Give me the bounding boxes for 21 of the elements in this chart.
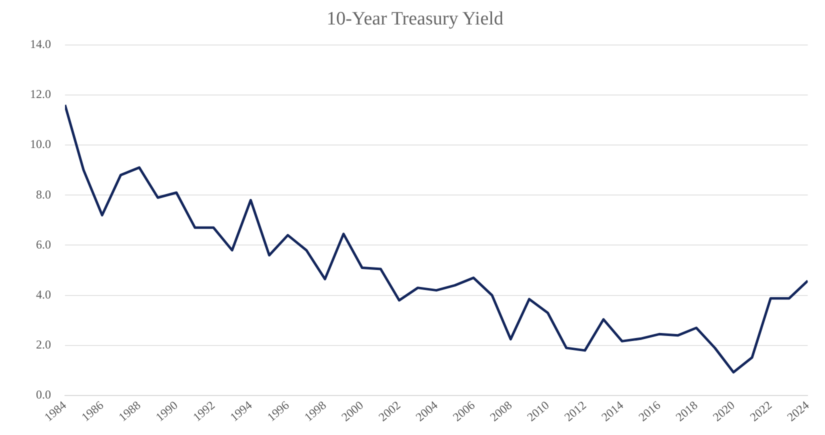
y-tick-label: 14.0 [30, 36, 51, 51]
x-tick-label: 2018 [672, 398, 700, 424]
x-tick-label: 1988 [116, 398, 144, 424]
x-tick-label: 1992 [190, 398, 218, 424]
y-tick-label: 0.0 [36, 388, 51, 402]
x-tick-label: 1998 [302, 398, 329, 424]
x-tick-label: 2002 [376, 398, 404, 424]
y-tick-label: 12.0 [30, 87, 51, 102]
y-tick-label: 2.0 [36, 338, 51, 352]
x-tick-label: 2012 [561, 398, 589, 424]
x-tick-label: 2008 [487, 398, 515, 424]
x-tick-label: 2022 [747, 398, 775, 424]
chart-title: 10-Year Treasury Yield [326, 8, 504, 30]
x-tick-label: 1990 [152, 398, 180, 424]
y-tick-label: 8.0 [36, 187, 51, 202]
x-tick-label: 2010 [524, 398, 552, 424]
x-tick-label: 2020 [710, 398, 738, 424]
y-tick-label: 6.0 [36, 237, 51, 252]
x-tick-label: 2000 [338, 398, 366, 424]
y-tick-label: 4.0 [36, 287, 51, 302]
y-tick-label: 10.0 [30, 137, 51, 152]
